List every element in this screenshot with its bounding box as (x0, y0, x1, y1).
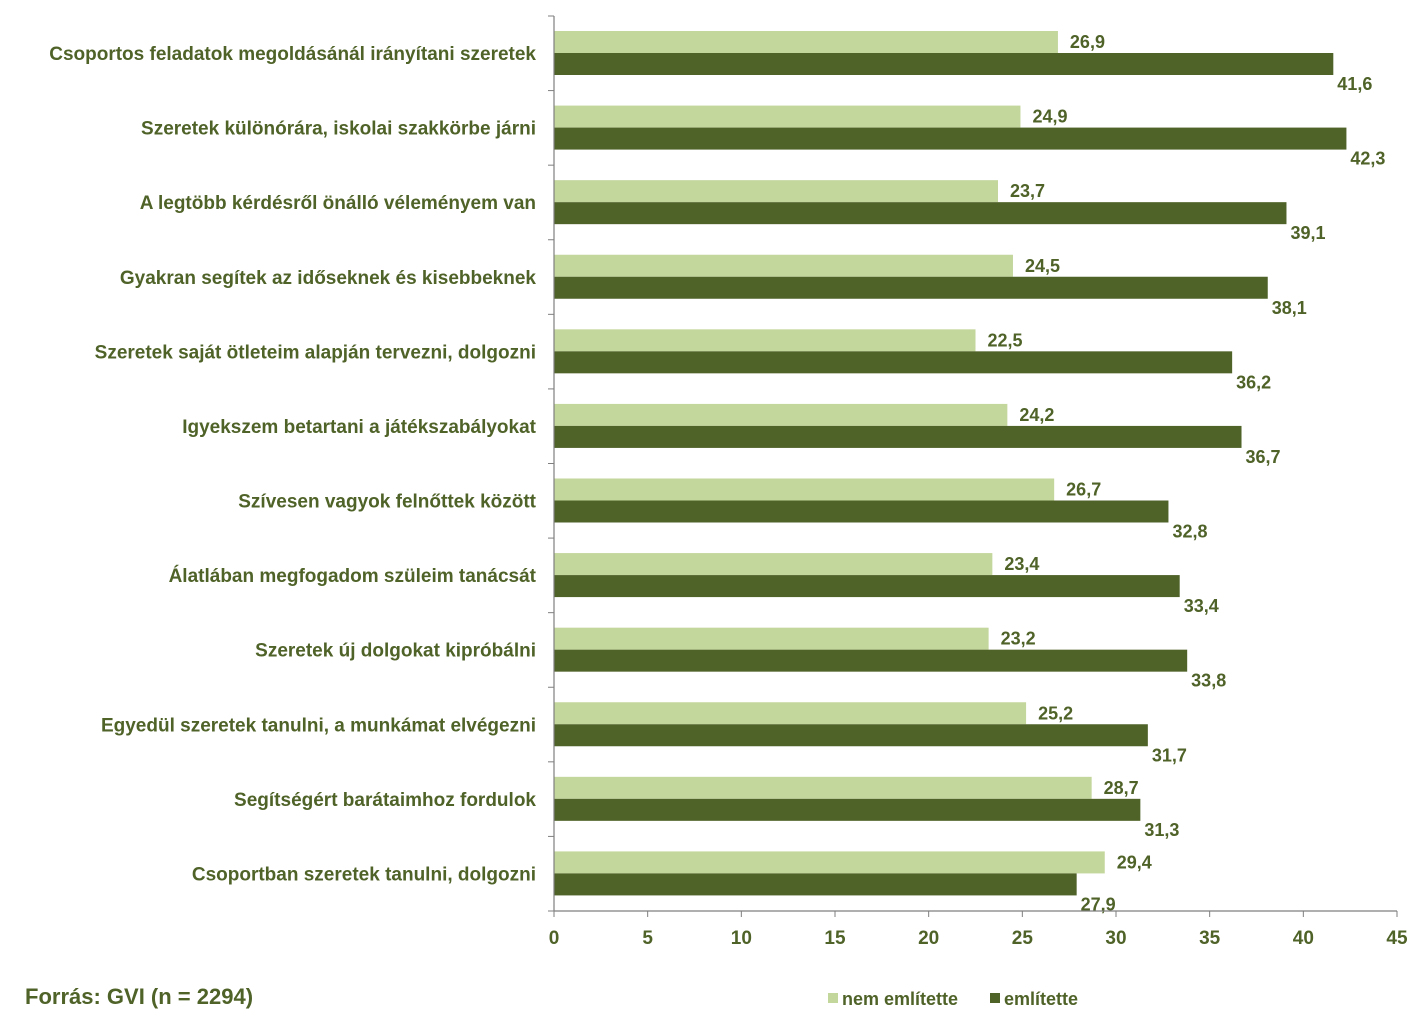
x-tick-label: 25 (1012, 928, 1034, 949)
bar-emlitette (554, 873, 1077, 896)
value-label: 33,8 (1191, 671, 1226, 691)
value-label: 29,4 (1117, 852, 1152, 872)
bar-emlitette (554, 276, 1268, 299)
value-label: 33,4 (1184, 596, 1219, 616)
bar-emlitette (554, 500, 1169, 523)
value-label: 36,7 (1246, 447, 1281, 467)
value-label: 23,7 (1010, 181, 1045, 201)
category-label: Igyekszem betartani a játékszabályokat (182, 417, 536, 438)
value-label: 25,2 (1038, 703, 1073, 723)
bar-emlitette (554, 798, 1141, 821)
x-tick-label: 35 (1199, 928, 1221, 949)
bar-emlitette (554, 425, 1242, 448)
value-label: 36,2 (1236, 372, 1271, 392)
x-tick-label: 0 (549, 928, 560, 949)
value-label: 31,3 (1144, 820, 1179, 840)
value-label: 26,9 (1070, 32, 1105, 52)
value-label: 24,5 (1025, 256, 1060, 276)
category-label: Szívesen vagyok felnőttek között (238, 492, 536, 513)
x-tick-label: 5 (642, 928, 653, 949)
category-label: Csoportos feladatok megoldásánál irányít… (49, 44, 536, 65)
bar-nem-emlitette (554, 776, 1092, 799)
value-label: 38,1 (1272, 298, 1307, 318)
value-label: 26,7 (1066, 480, 1101, 500)
legend-swatch-nem-emlitette (828, 993, 838, 1003)
x-tick-label: 30 (1105, 928, 1126, 949)
x-tick-label: 20 (918, 928, 939, 949)
value-label: 24,2 (1019, 405, 1054, 425)
x-tick-label: 10 (731, 928, 752, 949)
value-label: 22,5 (988, 330, 1023, 350)
bar-emlitette (554, 724, 1148, 747)
bar-nem-emlitette (554, 553, 993, 576)
category-label: Szeretek saját ötleteim alapján tervezni… (95, 342, 536, 363)
bar-nem-emlitette (554, 31, 1058, 53)
value-label: 39,1 (1290, 223, 1325, 243)
value-label: 27,9 (1081, 894, 1116, 914)
category-label: Szeretek különórára, iskolai szakkörbe j… (141, 119, 536, 140)
x-tick-label: 45 (1386, 928, 1408, 949)
bar-nem-emlitette (554, 329, 976, 352)
category-label: A legtöbb kérdésről önálló véleményem va… (140, 193, 536, 214)
value-label: 32,8 (1172, 522, 1207, 542)
value-label: 23,4 (1004, 554, 1039, 574)
bar-emlitette (554, 202, 1287, 225)
category-label: Segítségért barátaimhoz fordulok (234, 790, 536, 811)
source-note: Forrás: GVI (n = 2294) (25, 984, 254, 1009)
legend-swatch-emlitette (990, 993, 1000, 1003)
category-label: Álatlában megfogadom szüleim tanácsát (169, 565, 537, 587)
x-tick-label: 15 (824, 928, 846, 949)
category-label: Gyakran segítek az időseknek és kisebbek… (120, 268, 537, 289)
bar-emlitette (554, 351, 1233, 374)
category-label: Szeretek új dolgokat kipróbálni (255, 641, 536, 662)
bar-nem-emlitette (554, 478, 1055, 501)
bar-emlitette (554, 127, 1347, 150)
bar-nem-emlitette (554, 851, 1105, 874)
category-label: Csoportban szeretek tanulni, dolgozni (192, 864, 536, 885)
x-tick-label: 40 (1293, 928, 1314, 949)
legend-label: említette (1004, 989, 1078, 1009)
legend-label: nem említette (842, 989, 958, 1009)
value-label: 24,9 (1032, 107, 1067, 127)
bar-emlitette (554, 649, 1188, 672)
value-label: 31,7 (1152, 745, 1187, 765)
bar-nem-emlitette (554, 403, 1008, 426)
bar-nem-emlitette (554, 105, 1021, 128)
value-label: 41,6 (1337, 74, 1372, 94)
bar-emlitette (554, 575, 1180, 598)
bar-nem-emlitette (554, 627, 989, 650)
bar-nem-emlitette (554, 254, 1013, 277)
value-label: 42,3 (1350, 149, 1385, 169)
category-label: Egyedül szeretek tanulni, a munkámat elv… (101, 715, 536, 736)
value-label: 28,7 (1104, 778, 1139, 798)
value-label: 23,2 (1001, 629, 1036, 649)
bar-nem-emlitette (554, 702, 1027, 725)
bar-emlitette (554, 53, 1334, 75)
bar-nem-emlitette (554, 180, 998, 203)
